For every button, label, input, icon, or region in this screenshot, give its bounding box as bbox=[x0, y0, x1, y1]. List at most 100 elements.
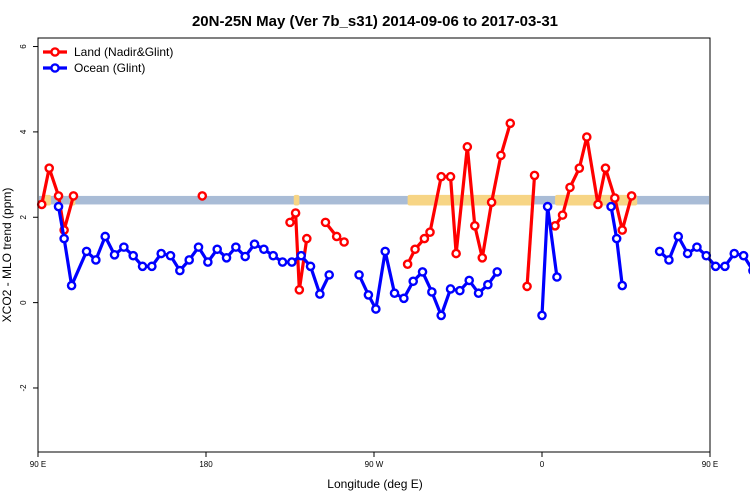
data-point bbox=[550, 220, 560, 231]
data-point bbox=[212, 244, 222, 255]
data-point bbox=[175, 265, 185, 276]
data-point bbox=[582, 132, 592, 142]
data-point bbox=[720, 261, 730, 272]
data-point bbox=[203, 257, 213, 267]
data-point bbox=[611, 233, 622, 244]
data-point bbox=[522, 281, 532, 292]
data-point bbox=[626, 191, 637, 201]
data-point bbox=[331, 231, 342, 242]
series-line bbox=[525, 175, 537, 287]
data-point bbox=[100, 231, 110, 242]
data-point bbox=[81, 246, 92, 257]
data-point bbox=[606, 201, 616, 212]
data-point bbox=[436, 310, 447, 321]
data-point bbox=[610, 193, 620, 203]
data-point bbox=[473, 288, 484, 299]
data-point bbox=[119, 242, 129, 252]
x-tick-label: 90 W bbox=[365, 460, 384, 469]
y-tick-label: 0 bbox=[19, 300, 28, 305]
data-point bbox=[408, 276, 419, 287]
data-point bbox=[593, 199, 603, 210]
data-point bbox=[128, 250, 138, 261]
data-point bbox=[249, 239, 260, 249]
series-line bbox=[357, 249, 499, 318]
data-point bbox=[324, 270, 335, 280]
data-point bbox=[455, 285, 465, 296]
y-tick-label: 4 bbox=[19, 129, 28, 134]
data-point bbox=[402, 259, 413, 270]
x-tick-label: 180 bbox=[199, 460, 213, 469]
data-point bbox=[483, 279, 493, 290]
data-point bbox=[410, 244, 420, 255]
data-point bbox=[137, 261, 148, 272]
data-point bbox=[399, 293, 409, 304]
data-point bbox=[363, 290, 374, 300]
data-point bbox=[729, 248, 740, 259]
x-tick-label: 90 E bbox=[702, 460, 718, 469]
data-point bbox=[537, 310, 547, 321]
data-point bbox=[53, 201, 64, 212]
data-point bbox=[68, 191, 79, 201]
data-point bbox=[673, 231, 684, 242]
data-point bbox=[371, 304, 381, 314]
data-point bbox=[477, 253, 488, 263]
data-point bbox=[305, 261, 316, 272]
data-point bbox=[197, 191, 208, 201]
data-point bbox=[91, 255, 101, 265]
data-point bbox=[53, 191, 64, 201]
data-point bbox=[574, 163, 585, 173]
data-point bbox=[221, 253, 232, 263]
data-point bbox=[617, 280, 628, 291]
data-point bbox=[193, 242, 204, 252]
data-point bbox=[287, 257, 297, 267]
data-point bbox=[600, 163, 611, 173]
data-point bbox=[505, 118, 516, 129]
data-point bbox=[147, 261, 157, 272]
data-point bbox=[277, 257, 288, 267]
data-point bbox=[427, 287, 437, 297]
data-point bbox=[664, 255, 674, 265]
data-point bbox=[320, 217, 331, 228]
data-point bbox=[296, 250, 307, 261]
data-point bbox=[496, 150, 506, 161]
data-point bbox=[565, 182, 575, 193]
chart-title: 20N-25N May (Ver 7b_s31) 2014-09-06 to 2… bbox=[192, 13, 558, 30]
data-point bbox=[315, 289, 325, 299]
data-point bbox=[701, 250, 712, 261]
data-point bbox=[552, 272, 562, 282]
data-point bbox=[451, 248, 461, 259]
y-tick-label: -2 bbox=[19, 384, 28, 392]
series-line bbox=[553, 135, 634, 232]
y-tick-label: 2 bbox=[19, 214, 28, 219]
data-point bbox=[156, 248, 166, 259]
y-tick-label: 6 bbox=[19, 44, 28, 49]
data-point bbox=[464, 275, 475, 286]
data-point bbox=[109, 250, 120, 260]
data-point bbox=[738, 250, 749, 261]
data-point bbox=[231, 242, 241, 252]
data-point bbox=[557, 210, 568, 220]
data-point bbox=[617, 225, 628, 235]
y-axis-label: XCO2 - MLO trend (ppm) bbox=[0, 188, 14, 323]
data-point bbox=[285, 217, 295, 228]
data-point bbox=[436, 171, 447, 182]
data-point bbox=[36, 199, 47, 210]
x-axis-label: Longitude (deg E) bbox=[327, 477, 422, 491]
data-point bbox=[44, 163, 55, 173]
data-point bbox=[294, 285, 305, 295]
data-point bbox=[529, 170, 540, 181]
data-point bbox=[445, 171, 456, 182]
data-point bbox=[469, 220, 480, 231]
grid-layer: 90 E 180 90 W 0 90 E -2 0 2 4 6 bbox=[19, 44, 718, 469]
data-point bbox=[417, 267, 428, 277]
data-point bbox=[165, 250, 176, 261]
series-line bbox=[288, 211, 309, 292]
x-tick-label: 0 bbox=[540, 460, 545, 469]
plot-frame bbox=[37, 37, 711, 453]
data-point bbox=[184, 255, 194, 265]
legend-marker bbox=[50, 47, 60, 57]
legend-marker bbox=[50, 63, 60, 73]
data-point bbox=[425, 227, 435, 237]
data-point bbox=[301, 233, 312, 244]
